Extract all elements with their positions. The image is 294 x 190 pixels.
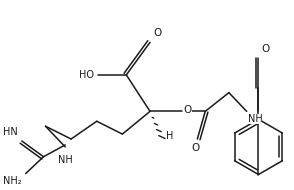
Text: NH₂: NH₂ — [3, 177, 22, 186]
Text: O: O — [183, 105, 192, 115]
Text: HO: HO — [79, 70, 94, 80]
Text: O: O — [153, 28, 161, 38]
Text: NH: NH — [248, 114, 262, 124]
Text: O: O — [191, 143, 200, 153]
Text: NH: NH — [58, 155, 73, 165]
Text: H: H — [166, 131, 173, 141]
Text: HN: HN — [3, 127, 18, 137]
Text: O: O — [261, 44, 270, 54]
